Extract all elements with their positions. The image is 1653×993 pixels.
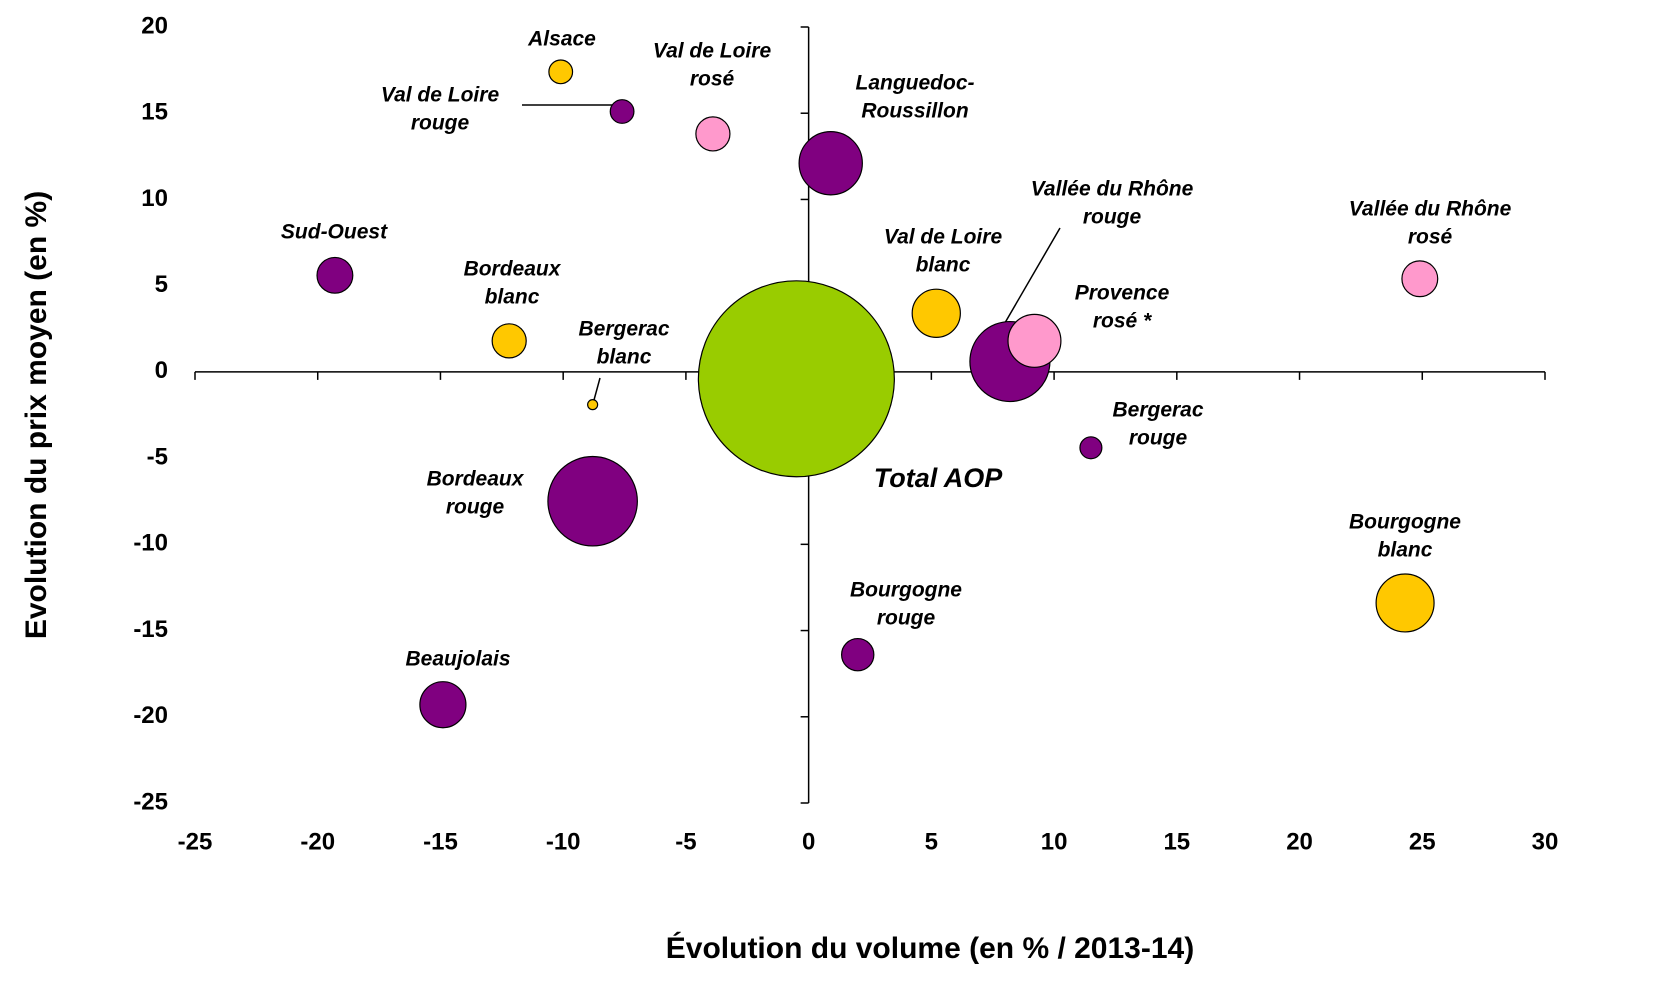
x-tick-label: -15 [423,828,458,855]
bubble [695,116,731,152]
x-tick-label: -5 [675,828,696,855]
y-tick-label: 5 [155,271,168,298]
point-label: blanc [1378,539,1433,562]
point-label: blanc [597,346,652,369]
y-tick-label: -10 [133,530,168,557]
x-tick-label: -25 [178,828,213,855]
bubble [841,637,875,672]
point-label: Alsace [527,28,596,51]
point-label: Bourgogne [1349,511,1461,534]
point-label: Beaujolais [405,648,510,671]
bubble [1401,260,1439,298]
bubble [1007,313,1062,368]
point-label: Provence [1075,282,1170,305]
point-label: Val de Loire [884,226,1003,249]
point-label: Bourgogne [850,579,962,602]
leader-line [593,377,601,401]
y-tick-label: 10 [141,185,168,212]
x-tick-label: 25 [1409,828,1436,855]
y-axis-title: Evolution du prix moyen (en %) [20,191,53,639]
point-label: Vallée du Rhône [1349,198,1512,221]
y-tick-label: 0 [155,357,168,384]
point-label: Sud-Ouest [281,221,388,244]
point-label: blanc [485,286,540,309]
point-label: rouge [446,496,505,519]
x-tick-label: 30 [1532,828,1559,855]
point-label: Bordeaux [464,258,562,281]
point-label: blanc [916,254,971,277]
y-tick-label: 20 [141,12,168,39]
point-label: rouge [877,607,936,630]
point-label: Roussillon [861,100,968,123]
y-tick-label: 15 [141,99,168,126]
x-tick-label: 0 [802,828,815,855]
x-tick-label: -20 [300,828,335,855]
bubble [911,288,961,338]
bubble [548,59,574,85]
x-tick-label: 10 [1041,828,1068,855]
bubble [419,681,467,729]
y-tick-label: -15 [133,616,168,643]
bubble [316,256,354,294]
bubble [547,455,638,547]
y-tick-label: -25 [133,788,168,815]
bubble [609,99,635,124]
point-label: rouge [1083,206,1142,229]
point-label: Val de Loire [653,40,772,63]
point-label: rouge [411,112,470,135]
y-tick-label: -5 [147,443,168,470]
point-label: Bergerac [578,318,669,341]
point-label: Total AOP [874,463,1003,493]
x-axis-title: Évolution du volume (en % / 2013-14) [666,931,1194,965]
x-tick-label: 20 [1286,828,1313,855]
bubble [798,131,863,196]
x-tick-label: -10 [546,828,581,855]
bubble [1079,436,1103,460]
x-tick-label: 5 [925,828,938,855]
bubble [491,323,527,359]
bubble [1375,573,1435,633]
point-label: Val de Loire [381,84,500,107]
point-label: rouge [1129,427,1188,450]
point-label: Bordeaux [427,468,525,491]
bubble [697,280,895,478]
point-label: rosé * [1093,310,1152,333]
bubble [587,399,599,411]
x-tick-label: 15 [1163,828,1190,855]
point-label: Vallée du Rhône [1031,178,1194,201]
point-label: Languedoc- [856,72,975,95]
point-label: Bergerac [1112,399,1203,422]
y-tick-label: -20 [133,702,168,729]
point-label: rosé [1408,226,1453,249]
point-label: rosé [690,68,735,91]
